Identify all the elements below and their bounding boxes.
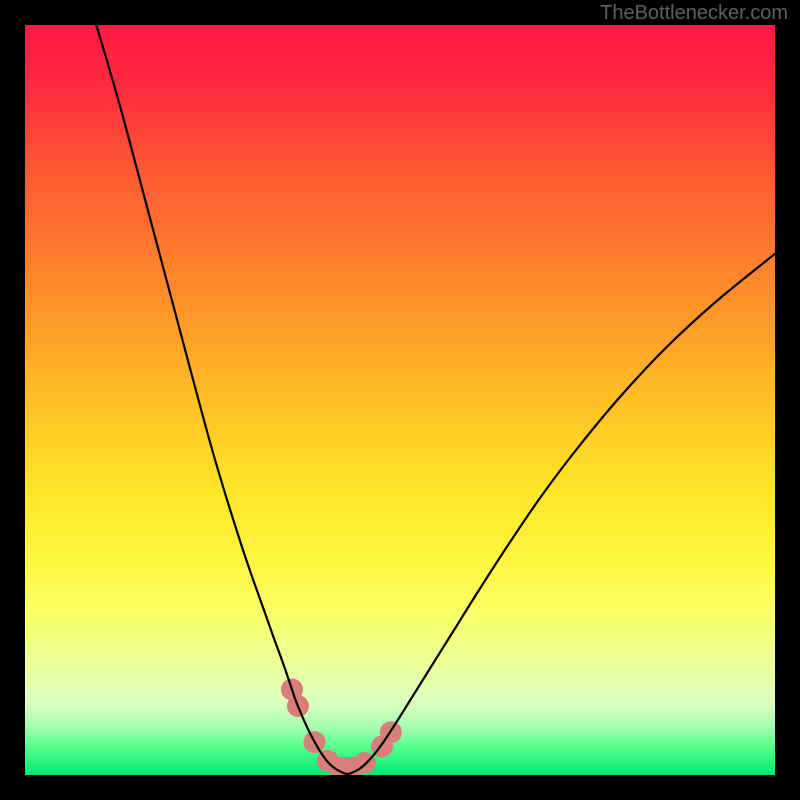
chart-stage: TheBottlenecker.com bbox=[0, 0, 800, 800]
gradient-plot-area bbox=[25, 25, 775, 775]
watermark-text: TheBottlenecker.com bbox=[600, 2, 788, 25]
